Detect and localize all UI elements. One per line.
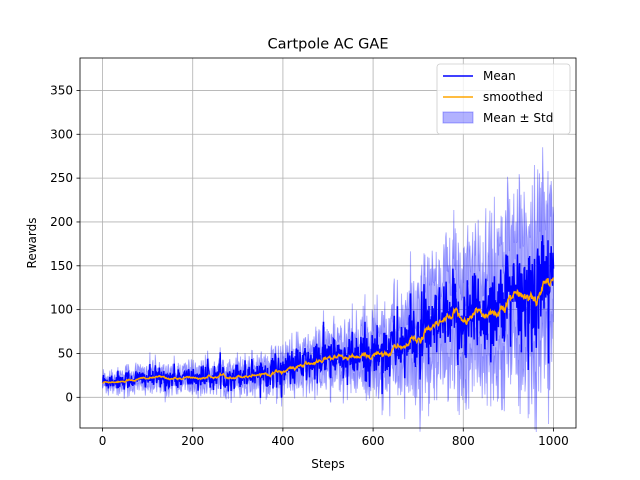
- x-tick-label: 200: [181, 434, 204, 448]
- smoothed-series: [102, 277, 555, 384]
- x-tick-label: 600: [362, 434, 385, 448]
- y-tick-label: 100: [50, 303, 73, 317]
- legend-band-label: Mean ± Std: [483, 111, 553, 125]
- x-tick-label: 0: [99, 434, 107, 448]
- y-axis: 0 50 100 150 200 250 300 350: [50, 83, 80, 404]
- y-tick-label: 350: [50, 83, 73, 97]
- smoothed-line: [102, 277, 555, 384]
- legend-box: [436, 63, 571, 135]
- plot-frame: [79, 57, 577, 429]
- chart-title: Cartpole AC GAE: [267, 37, 388, 53]
- y-tick-label: 150: [50, 259, 73, 273]
- y-tick-label: 300: [50, 127, 73, 141]
- x-tick-label: 800: [452, 434, 475, 448]
- legend: Mean smoothed Mean ± Std: [436, 63, 571, 135]
- x-axis-label: Steps: [311, 457, 345, 471]
- legend-mean-label: Mean: [483, 69, 516, 83]
- legend-smoothed-label: smoothed: [483, 90, 543, 104]
- legend-band-swatch: [442, 111, 474, 124]
- y-tick-label: 200: [50, 215, 73, 229]
- y-axis-label: Rewards: [25, 218, 39, 269]
- x-axis: 0 200 400 600 800 1000: [99, 428, 569, 448]
- y-tick-label: 250: [50, 171, 73, 185]
- mean-series: [101, 235, 555, 399]
- y-tick-label: 50: [58, 346, 73, 360]
- x-tick-label: 1000: [538, 434, 569, 448]
- x-tick-label: 400: [271, 434, 294, 448]
- y-tick-label: 0: [65, 390, 73, 404]
- mean-line: [101, 235, 555, 399]
